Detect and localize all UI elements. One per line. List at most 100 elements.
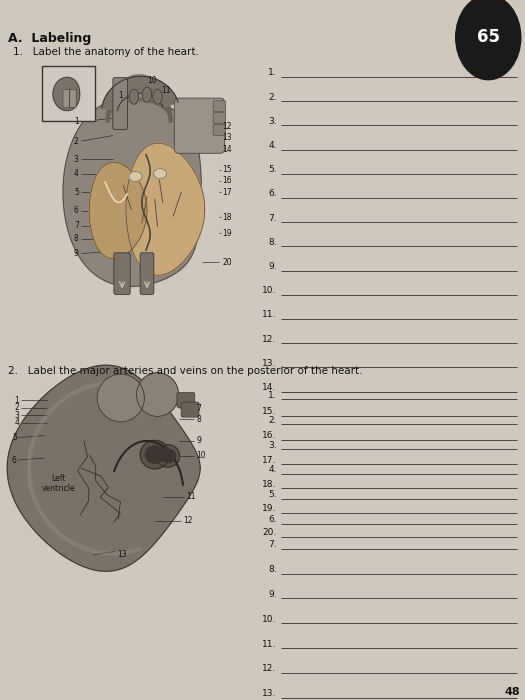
Text: 3.: 3.: [268, 440, 277, 449]
Text: 4.: 4.: [268, 141, 277, 150]
Text: 7.: 7.: [268, 214, 277, 223]
Text: 19: 19: [223, 229, 232, 237]
Text: 11: 11: [161, 85, 171, 94]
Text: 15.: 15.: [262, 407, 277, 416]
Circle shape: [456, 0, 521, 80]
Ellipse shape: [140, 440, 170, 469]
FancyBboxPatch shape: [181, 402, 199, 417]
Text: 13: 13: [223, 133, 232, 142]
Ellipse shape: [156, 444, 180, 467]
Text: 1.   Label the anatomy of the heart.: 1. Label the anatomy of the heart.: [13, 48, 199, 57]
Text: 20.: 20.: [262, 528, 277, 537]
Text: 14: 14: [223, 145, 232, 154]
Text: 2: 2: [74, 136, 79, 146]
Text: 2: 2: [15, 403, 19, 412]
Text: 1: 1: [74, 118, 79, 127]
Text: 9: 9: [196, 437, 201, 445]
Text: 8.: 8.: [268, 238, 277, 247]
Text: 2.   Label the major arteries and veins on the posterior of the heart.: 2. Label the major arteries and veins on…: [8, 366, 362, 376]
FancyBboxPatch shape: [140, 253, 154, 295]
FancyBboxPatch shape: [42, 66, 94, 120]
Text: 48: 48: [504, 687, 520, 696]
Text: 12: 12: [223, 122, 232, 130]
Text: 2.: 2.: [268, 416, 277, 425]
FancyBboxPatch shape: [213, 101, 226, 112]
FancyBboxPatch shape: [113, 78, 128, 130]
Text: 9.: 9.: [268, 590, 277, 598]
Text: 5: 5: [12, 433, 17, 442]
Text: 16: 16: [223, 176, 232, 185]
Text: 11: 11: [186, 492, 195, 501]
Text: 13.: 13.: [262, 359, 277, 368]
Text: 16.: 16.: [262, 431, 277, 440]
Polygon shape: [126, 144, 205, 275]
Ellipse shape: [153, 169, 167, 179]
Text: 18: 18: [223, 213, 232, 222]
Text: 14.: 14.: [262, 383, 277, 392]
Polygon shape: [63, 98, 202, 286]
Text: 9.: 9.: [268, 262, 277, 271]
Text: 13: 13: [118, 550, 127, 559]
Ellipse shape: [97, 374, 144, 422]
Ellipse shape: [136, 373, 178, 416]
Text: 12.: 12.: [262, 664, 277, 673]
Text: 3.: 3.: [268, 117, 277, 126]
Text: 13.: 13.: [262, 690, 277, 699]
Text: Left
ventricle: Left ventricle: [42, 473, 76, 493]
Text: 10.: 10.: [262, 615, 277, 624]
Text: 15: 15: [223, 165, 232, 174]
Text: 4.: 4.: [268, 466, 277, 475]
Text: 8: 8: [196, 414, 201, 424]
Text: 6: 6: [12, 456, 17, 465]
FancyBboxPatch shape: [70, 89, 76, 108]
Text: 19.: 19.: [262, 504, 277, 513]
Text: 7.: 7.: [268, 540, 277, 549]
FancyBboxPatch shape: [63, 89, 69, 108]
Text: 9: 9: [74, 249, 79, 258]
Polygon shape: [53, 77, 80, 111]
Text: 18.: 18.: [262, 480, 277, 489]
Text: 1.: 1.: [268, 391, 277, 400]
Text: 4: 4: [74, 169, 79, 178]
Ellipse shape: [142, 88, 152, 102]
Text: 11.: 11.: [262, 310, 277, 319]
Ellipse shape: [129, 172, 142, 181]
Text: 12: 12: [183, 516, 193, 525]
FancyBboxPatch shape: [213, 125, 226, 136]
Text: 12.: 12.: [262, 335, 277, 344]
Text: 17: 17: [223, 188, 232, 197]
Polygon shape: [89, 162, 147, 259]
Ellipse shape: [153, 89, 162, 104]
Text: 20: 20: [223, 258, 232, 267]
FancyBboxPatch shape: [177, 393, 195, 407]
Ellipse shape: [129, 89, 139, 104]
Polygon shape: [102, 76, 178, 111]
Text: 11.: 11.: [262, 640, 277, 649]
Text: A.  Labeling: A. Labeling: [8, 32, 91, 46]
Text: 1: 1: [118, 91, 123, 100]
Text: 1: 1: [15, 395, 19, 405]
Ellipse shape: [145, 446, 164, 463]
Text: 10: 10: [196, 452, 206, 461]
Text: 7: 7: [74, 221, 79, 230]
Text: 1.: 1.: [268, 69, 277, 78]
FancyBboxPatch shape: [174, 98, 225, 153]
Text: 8.: 8.: [268, 565, 277, 574]
FancyBboxPatch shape: [39, 62, 262, 298]
Text: 3: 3: [74, 155, 79, 164]
FancyBboxPatch shape: [213, 113, 226, 123]
Text: 6.: 6.: [268, 515, 277, 524]
Ellipse shape: [161, 449, 175, 463]
Text: 8: 8: [74, 234, 79, 243]
Text: 3: 3: [15, 411, 19, 419]
Polygon shape: [7, 365, 200, 571]
Text: 6.: 6.: [268, 190, 277, 198]
Text: 5.: 5.: [268, 490, 277, 499]
Text: 7: 7: [196, 404, 201, 413]
Text: 4: 4: [15, 418, 19, 427]
FancyBboxPatch shape: [114, 253, 130, 295]
Text: 10: 10: [147, 76, 156, 85]
Text: 5.: 5.: [268, 165, 277, 174]
Text: 5: 5: [74, 188, 79, 197]
Text: 2.: 2.: [268, 92, 277, 102]
